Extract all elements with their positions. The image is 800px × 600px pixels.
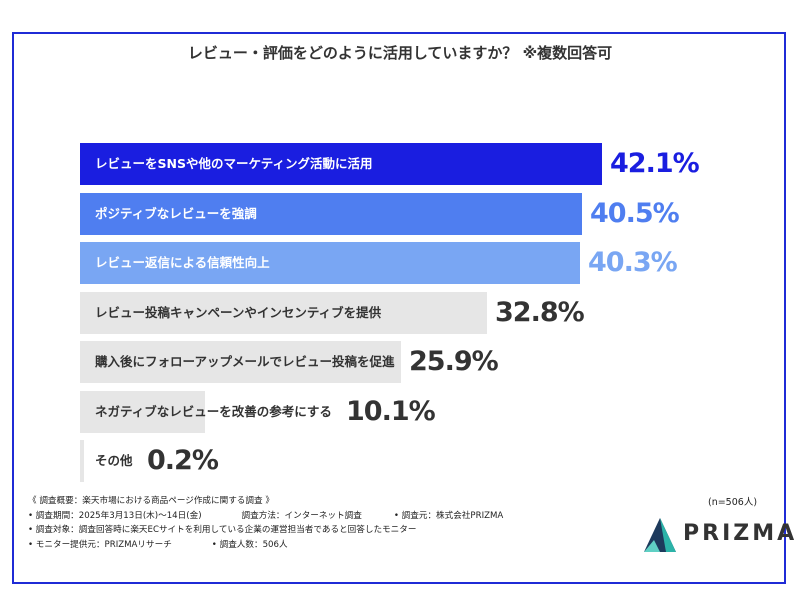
bar-label-3: レビュー返信による信頼性向上 (95, 255, 270, 270)
survey-provider-row: • モニター提供元：PRIZMAリサーチ • 調査人数：506人 (28, 538, 503, 553)
bar-7 (80, 440, 84, 482)
survey-organizer: • 調査元：株式会社PRIZMA (393, 510, 504, 521)
survey-notes: 《 調査概要：楽天市場における商品ページ作成に関する調査 》 • 調査期間：20… (28, 494, 503, 552)
bar-5 (80, 341, 401, 383)
bar-3 (80, 242, 580, 284)
bar-label-1: レビューをSNSや他のマーケティング活動に活用 (95, 156, 373, 171)
bar-label-6: ネガティブなレビューを改善の参考にする (95, 404, 332, 419)
chart-title: レビュー・評価をどのように活用していますか？ ※複数回答可 (187, 44, 613, 62)
bar-label-7: その他 (95, 453, 133, 468)
bar-value-7: 0.2% (147, 445, 219, 476)
survey-meta-row: • 調査期間：2025年3月13日(木)〜14日(金) 調査方法：インターネット調… (28, 509, 503, 524)
survey-target: • 調査対象：調査回答時に楽天ECサイトを利用している企業の運営担当者であると回… (28, 525, 417, 535)
bar-value-1: 42.1% (610, 148, 700, 179)
bar-label-2: ポジティブなレビューを強調 (95, 206, 257, 221)
survey-count: • 調査人数：506人 (211, 539, 288, 550)
survey-overview-title: 《 調査概要：楽天市場における商品ページ作成に関する調査 》 (28, 496, 274, 506)
bar-value-3: 40.3% (588, 247, 678, 278)
bar-label-5: 購入後にフォローアップメールでレビュー投稿を促進 (95, 354, 395, 369)
sample-size: (n=506人) (708, 497, 758, 508)
bar-4 (80, 292, 487, 334)
bar-label-4: レビュー投稿キャンペーンやインセンティブを提供 (95, 305, 382, 320)
bar-6 (80, 391, 205, 433)
prizma-logo-icon (644, 518, 676, 552)
bar-2 (80, 193, 582, 235)
bar-value-6: 10.1% (346, 396, 436, 427)
survey-period: • 調査期間：2025年3月13日(木)〜14日(金) (28, 510, 202, 521)
bar-1 (80, 143, 602, 185)
bar-value-5: 25.9% (409, 346, 499, 377)
bar-value-4: 32.8% (495, 297, 585, 328)
survey-provider: • モニター提供元：PRIZMAリサーチ (28, 539, 172, 550)
brand-name: PRIZMA (683, 521, 798, 546)
survey-method: 調査方法：インターネット調査 (241, 510, 362, 521)
bar-value-2: 40.5% (590, 198, 680, 229)
